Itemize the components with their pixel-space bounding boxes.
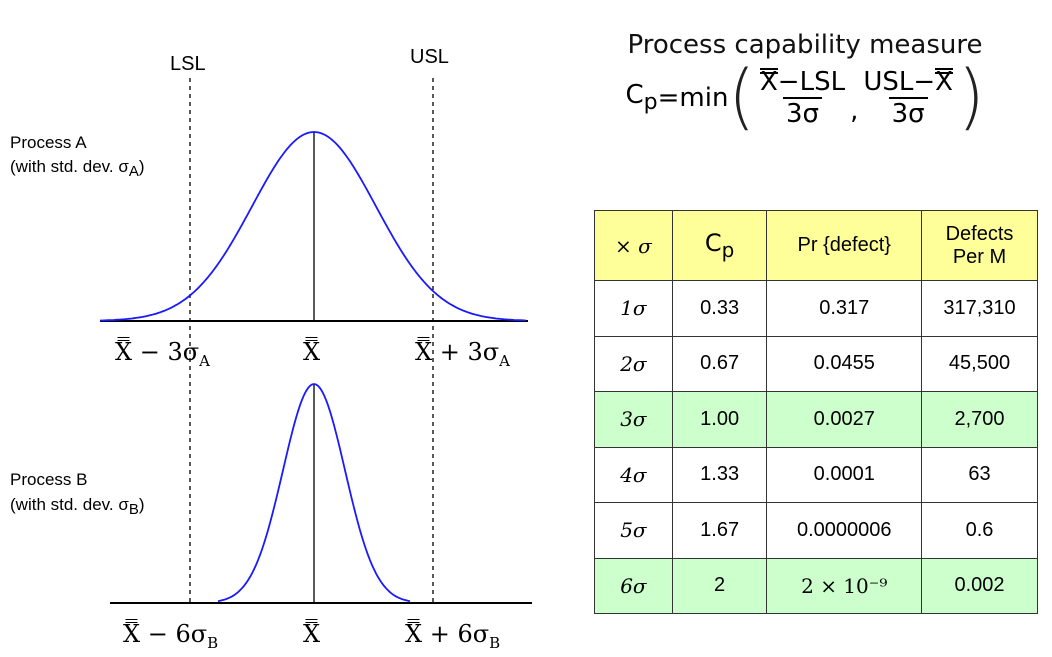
close-paren: )	[957, 56, 985, 139]
cell-sigma: 1σ	[594, 280, 673, 337]
distribution-diagram: LSL USL Process A (with std. dev. σA) X̿…	[10, 46, 532, 652]
table-row: 4σ 1.33 0.0001 63	[594, 446, 1038, 503]
cell-defects-per-m: 45,500	[921, 335, 1038, 392]
cell-defects-per-m: 0.002	[921, 557, 1038, 614]
usl-label: USL	[410, 46, 449, 68]
formula-eq: =min	[657, 83, 729, 113]
process-a-stddev: (with std. dev. σA)	[10, 157, 145, 180]
process-b-mean-label: X̿	[303, 619, 320, 648]
table-row: 2σ 0.67 0.0455 45,500	[594, 335, 1038, 392]
header-defects-per-m: Defects Per M	[921, 210, 1038, 281]
table-row: 3σ 1.00 0.0027 2,700	[594, 391, 1038, 448]
header-pr-defect: Pr {defect}	[766, 210, 923, 281]
header-sigma: × σ	[594, 210, 673, 281]
process-b-title: Process B	[10, 470, 87, 489]
cell-pr-defect: 0.0455	[766, 335, 923, 392]
fraction-upper: USL−X 3σ	[863, 67, 953, 129]
table-row: 1σ 0.33 0.317 317,310	[594, 280, 1038, 337]
sigma-table: × σ Cp Pr {defect} Defects Per M 1σ 0.33 0.…	[594, 210, 1038, 614]
process-a-mean-label: X̿	[303, 337, 320, 366]
cell-cp: 0.67	[671, 335, 768, 392]
cell-cp: 1.33	[671, 446, 768, 503]
process-a-curve	[100, 131, 527, 322]
cell-sigma: 2σ	[594, 335, 673, 392]
open-paren: (	[728, 56, 755, 139]
cell-pr-defect: 0.0027	[766, 391, 923, 448]
cell-cp: 0.33	[671, 280, 768, 337]
formula-equation: Cp =min ( X−LSL 3σ , USL−X 3σ )	[615, 56, 995, 139]
table-header-row: × σ Cp Pr {defect} Defects Per M	[594, 210, 1038, 281]
fraction-lower: X−LSL 3σ	[759, 67, 846, 129]
capability-formula: Process capability measure Cp =min ( X−L…	[615, 30, 995, 139]
cell-sigma: 4σ	[594, 446, 673, 503]
process-b-stddev: (with std. dev. σB)	[10, 495, 145, 518]
cell-defects-per-m: 63	[921, 446, 1038, 503]
cell-sigma: 6σ	[594, 557, 673, 614]
process-b-lower-label: X̿ − 6σB	[123, 619, 218, 652]
cell-pr-defect: 0.0001	[766, 446, 923, 503]
cell-cp: 2	[671, 557, 768, 614]
lsl-label: LSL	[170, 53, 206, 75]
cell-pr-defect: 0.0000006	[766, 502, 923, 559]
process-a-lower-label: X̿ − 3σA	[115, 337, 210, 370]
process-a-upper-label: X̿ + 3σA	[415, 337, 510, 370]
cell-cp: 1.00	[671, 391, 768, 448]
formula-title: Process capability measure	[627, 30, 983, 60]
cell-defects-per-m: 317,310	[921, 280, 1038, 337]
cp-symbol: Cp	[625, 80, 658, 116]
process-b-upper-label: X̿ + 6σB	[405, 619, 500, 652]
formula-comma: ,	[850, 96, 859, 126]
header-cp: Cp	[671, 210, 768, 281]
process-b-curve	[217, 383, 411, 603]
table-row: 6σ 2 2 × 10⁻⁹ 0.002	[594, 557, 1038, 614]
cell-defects-per-m: 2,700	[921, 391, 1038, 448]
table-row: 5σ 1.67 0.0000006 0.6	[594, 502, 1038, 559]
cell-pr-defect: 2 × 10⁻⁹	[766, 557, 923, 614]
process-a-title: Process A	[10, 133, 87, 152]
cell-sigma: 3σ	[594, 391, 673, 448]
cell-sigma: 5σ	[594, 502, 673, 559]
cell-pr-defect: 0.317	[766, 280, 923, 337]
cell-defects-per-m: 0.6	[921, 502, 1038, 559]
cell-cp: 1.67	[671, 502, 768, 559]
